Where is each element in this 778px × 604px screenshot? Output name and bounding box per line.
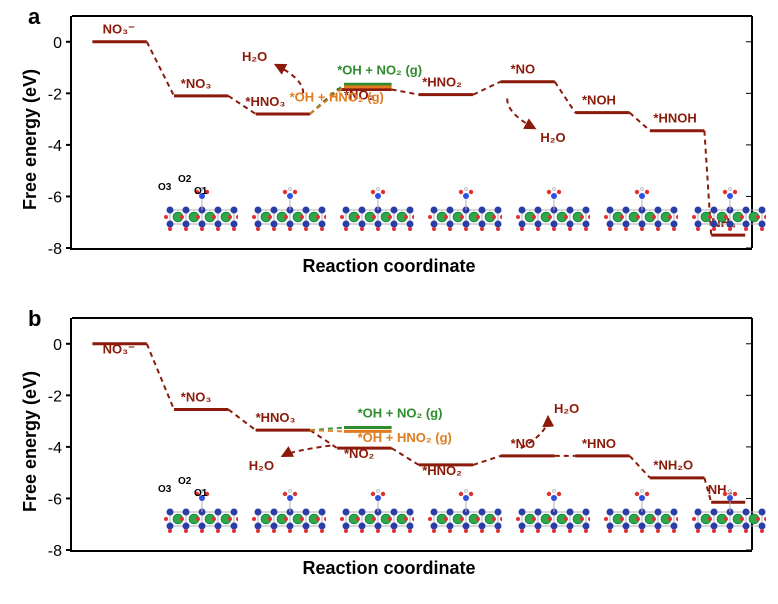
panel-a-structures: O3O2O1 [164,180,766,238]
water-label-0: H₂O [249,458,274,473]
panel-b-ylabel: Free energy (eV) [20,371,41,512]
panel-a-plot-area: 0-2-4-6-8NO₃⁻*NO₃*HNO₃*NO₂*HNO₂*NO*NOH*H… [70,16,752,250]
oxygen-site-label: O2 [178,476,191,487]
step-label-*NO2: *NO₂ [344,446,375,461]
step-label-*NO3: *NO₃ [181,389,212,404]
structure-b-0: O3O2O1 [164,482,238,534]
oxygen-site-label: O1 [194,488,207,499]
step-label-*HNO3: *HNO₃ [245,94,285,109]
svg-text:-4: -4 [48,440,62,457]
water-label-1: H₂O [554,401,579,416]
step-label-*NOH: *NOH [582,93,616,108]
branch-label-OH+NO2g: *OH + NO₂ (g) [337,62,422,77]
panel-b-structures: O3O2O1 [164,482,766,540]
step-label-*HNOH: *HNOH [653,111,696,126]
step-label-NO3-: NO₃⁻ [103,22,136,37]
oxygen-site-label: O1 [194,186,207,197]
branch-label-OH+HNO2g: *OH + HNO₂ (g) [358,430,452,445]
svg-text:-2: -2 [48,388,62,405]
water-arrow-0 [283,446,331,456]
step-label-*HNO2: *HNO₂ [422,75,462,90]
panel-a: a LaCoO₃(110) Free energy (eV) 0-2-4-6-8… [0,0,778,300]
water-arrow-1 [507,98,534,128]
panel-b: b LaCoO₃₋ₓ(110) Free energy (eV) 0-2-4-6… [0,302,778,602]
oxygen-site-label: O3 [158,484,171,495]
step-label-*HNO: *HNO [582,436,616,451]
water-label-0: H₂O [242,49,267,64]
step-label-*HNO3: *HNO₃ [256,410,296,425]
step-label-*NO3: *NO₃ [181,76,212,91]
structure-a-2 [340,180,414,232]
step-label-*HNO2: *HNO₂ [422,463,462,478]
panel-b-label: b [28,306,41,332]
structure-b-6 [692,482,766,534]
oxygen-site-label: O3 [158,182,171,193]
step-label-*NH2O: *NH₂O [653,458,693,473]
structure-a-6 [692,180,766,232]
panel-b-plot-area: 0-2-4-6-8NO₃⁻*NO₃*HNO₃*NO₂*HNO₂*NO*HNO*N… [70,318,752,552]
structure-a-1 [252,180,326,232]
panel-b-xlabel: Reaction coordinate [0,558,778,579]
structure-a-0: O3O2O1 [164,180,238,232]
step-label-NO3-: NO₃⁻ [103,342,136,357]
svg-text:-4: -4 [48,138,62,155]
structure-a-5 [604,180,678,232]
structure-b-3 [428,482,502,534]
panel-a-xlabel: Reaction coordinate [0,256,778,277]
svg-text:0: 0 [53,35,62,52]
step-label-*NO: *NO [511,436,536,451]
svg-text:-6: -6 [48,189,62,206]
structure-a-4 [516,180,590,232]
svg-text:-6: -6 [48,491,62,508]
figure-root: a LaCoO₃(110) Free energy (eV) 0-2-4-6-8… [0,0,778,604]
water-label-1: H₂O [540,130,565,145]
branch-label-OH+NO2g: *OH + NO₂ (g) [358,406,443,421]
svg-text:0: 0 [53,337,62,354]
oxygen-site-label: O2 [178,174,191,185]
structure-b-5 [604,482,678,534]
structure-b-4 [516,482,590,534]
panel-a-label: a [28,4,40,30]
structure-b-1 [252,482,326,534]
panel-a-ylabel: Free energy (eV) [20,69,41,210]
structure-b-2 [340,482,414,534]
step-label-*NO: *NO [511,62,536,77]
svg-text:-2: -2 [48,86,62,103]
structure-a-3 [428,180,502,232]
